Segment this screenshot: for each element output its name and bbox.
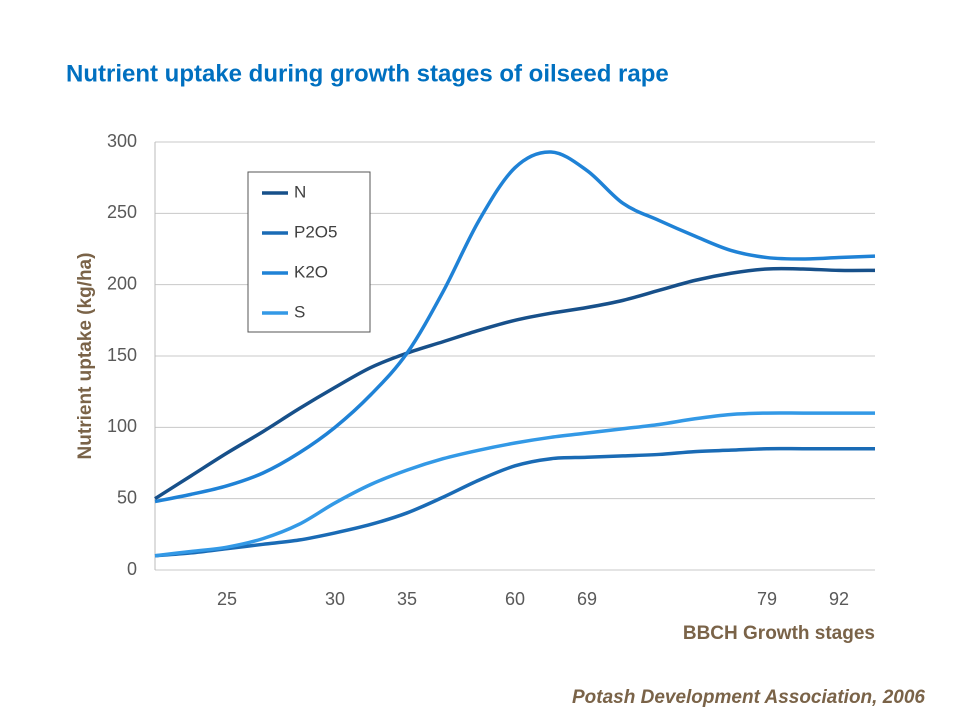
x-axis-label: BBCH Growth stages [683, 623, 875, 644]
series-line [154, 411, 875, 558]
series-line [154, 446, 875, 558]
y-axis-label: Nutrient uptake (kg/ha) [75, 253, 96, 460]
legend-label: N [294, 182, 306, 201]
source-note: Potash Development Association, 2006 [572, 687, 925, 708]
x-tick-label: 35 [397, 589, 417, 609]
y-tick-label: 100 [107, 416, 137, 436]
series-line [154, 150, 876, 504]
x-tick-label: 79 [757, 589, 777, 609]
chart-title: Nutrient uptake during growth stages of … [66, 60, 669, 87]
x-tick-label: 30 [325, 589, 345, 609]
x-tick-label: 60 [505, 589, 525, 609]
y-tick-label: 300 [107, 131, 137, 151]
legend-label: K2O [294, 262, 328, 281]
y-tick-label: 200 [107, 273, 137, 293]
legend-box [247, 171, 371, 333]
x-tick-label: 92 [829, 589, 849, 609]
x-tick-label: 25 [217, 589, 237, 609]
legend-label: P2O5 [294, 222, 337, 241]
legend-label: S [294, 302, 305, 321]
x-tick-label: 69 [577, 589, 597, 609]
series-line [154, 266, 876, 501]
y-tick-label: 50 [117, 487, 137, 507]
y-tick-label: 250 [107, 202, 137, 222]
y-tick-label: 150 [107, 345, 137, 365]
y-tick-label: 0 [127, 559, 137, 579]
